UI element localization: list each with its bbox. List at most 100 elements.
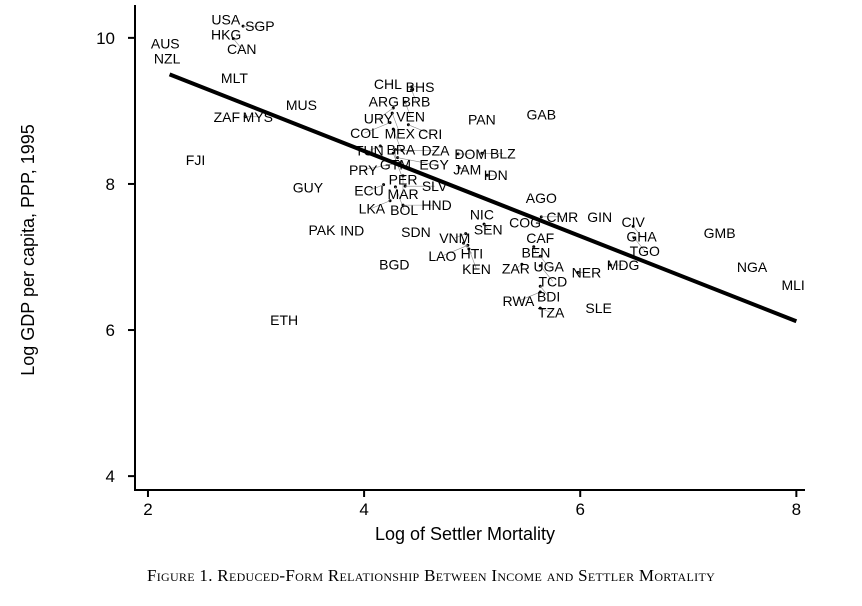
point-label-brb: BRB (402, 93, 431, 109)
point-label-lao: LAO (428, 248, 456, 264)
point-label-caf: CAF (526, 230, 554, 246)
x-tick-label: 2 (143, 500, 152, 519)
leader-line-rwa (518, 291, 541, 302)
point-label-mar: MAR (387, 186, 418, 202)
point-label-egy: EGY (419, 157, 449, 173)
point-label-fji: FJI (186, 152, 205, 168)
point-label-tun: TUN (355, 142, 384, 158)
point-label-ury: URY (364, 111, 394, 127)
point-label-col: COL (350, 125, 379, 141)
point-label-bhs: BHS (406, 79, 435, 95)
point-label-sdn: SDN (401, 224, 431, 240)
point-label-sle: SLE (585, 300, 611, 316)
point-label-mex: MEX (385, 125, 416, 141)
leader-line-uga (540, 256, 549, 267)
point-label-zar: ZAR (502, 261, 530, 277)
leader-line-bra (392, 129, 402, 150)
y-tick-label: 10 (96, 29, 115, 48)
y-tick-label: 4 (106, 467, 115, 486)
leader-line-tgo (634, 237, 645, 252)
point-label-pak: PAK (308, 222, 336, 238)
x-axis-label: Log of Settler Mortality (375, 524, 555, 544)
leader-line-egy (397, 157, 435, 165)
leader-line-jam (459, 167, 468, 170)
leader-line-zar (515, 264, 523, 269)
point-label-mlt: MLT (221, 70, 248, 86)
fitted-regression-line (168, 72, 798, 324)
point-label-usa: USA (211, 12, 240, 28)
point-label-ken: KEN (462, 261, 491, 277)
point-label-bol: BOL (390, 202, 418, 218)
point-label-bra: BRA (386, 141, 415, 157)
point-label-dom: DOM (454, 146, 487, 162)
point-label-gin: GIN (587, 209, 612, 225)
leader-line-tza (540, 307, 552, 313)
point-label-hti: HTI (461, 246, 484, 262)
point-label-zaf: ZAF (214, 109, 240, 125)
leader-line-ken (468, 248, 477, 270)
point-label-dza: DZA (422, 142, 451, 158)
point-label-cog: COG (509, 215, 541, 231)
x-tick-label: 6 (575, 500, 584, 519)
leader-line-bdi (540, 286, 549, 297)
point-label-gha: GHA (626, 229, 657, 245)
point-label-ven: VEN (396, 109, 425, 125)
point-label-guy: GUY (293, 180, 324, 196)
x-tick-label: 4 (359, 500, 368, 519)
point-label-uga: UGA (533, 259, 564, 275)
point-label-nzl: NZL (154, 50, 181, 66)
point-label-gab: GAB (527, 107, 557, 123)
point-label-pan: PAN (468, 112, 496, 128)
point-label-sen: SEN (474, 221, 503, 237)
point-label-chl: CHL (374, 76, 402, 92)
leader-line-brb (411, 89, 417, 102)
point-label-mus: MUS (286, 97, 317, 113)
figure-caption: Figure 1. Reduced-Form Relationship Betw… (146, 566, 716, 585)
axes: 4 6 8 10 2 4 6 8 (96, 5, 805, 519)
point-label-gmb: GMB (704, 225, 736, 241)
leader-line-gha (632, 226, 642, 237)
point-label-ner: NER (572, 264, 602, 280)
point-label-idn: IDN (484, 167, 508, 183)
point-label-mli: MLI (781, 277, 804, 293)
point-label-aus: AUS (151, 36, 180, 52)
label-leader-lines (231, 24, 645, 313)
leader-line-lao (442, 245, 468, 257)
leader-line-tcd (540, 265, 554, 282)
point-label-eth: ETH (270, 312, 298, 328)
point-label-ago: AGO (526, 190, 557, 206)
point-label-nga: NGA (737, 259, 768, 275)
point-label-mys: MYS (243, 109, 273, 125)
leader-line-sen (483, 223, 489, 230)
point-label-tgo: TGO (630, 243, 660, 259)
point-label-gtm: GTM (380, 157, 411, 173)
point-label-nic: NIC (470, 207, 494, 223)
leader-line-lka (371, 200, 391, 209)
leader-line-vnm (454, 233, 466, 239)
leader-line-mex (391, 112, 401, 134)
point-label-mdg: MDG (607, 257, 640, 273)
point-label-tcd: TCD (538, 273, 567, 289)
point-label-per: PER (389, 171, 418, 187)
leader-line-ven (404, 102, 411, 117)
point-label-lka: LKA (359, 200, 386, 216)
point-label-hkg: HKG (211, 26, 241, 42)
point-label-ind: IND (340, 223, 364, 239)
point-label-hnd: HND (421, 197, 451, 213)
point-label-sgp: SGP (245, 18, 275, 34)
point-label-cri: CRI (418, 126, 442, 142)
point-label-tza: TZA (538, 305, 565, 321)
y-tick-label: 6 (106, 321, 115, 340)
point-label-arg: ARG (369, 93, 399, 109)
point-label-ecu: ECU (354, 183, 384, 199)
point-label-jam: JAM (453, 161, 481, 177)
point-label-bdi: BDI (537, 289, 560, 305)
leader-line-can (233, 38, 242, 50)
leader-line-tun (369, 145, 381, 151)
point-label-vnm: VNM (439, 230, 470, 246)
point-label-rwa: RWA (502, 293, 535, 309)
leader-line-col (364, 122, 391, 134)
point-label-civ: CIV (622, 214, 646, 230)
point-label-cmr: CMR (546, 209, 578, 225)
